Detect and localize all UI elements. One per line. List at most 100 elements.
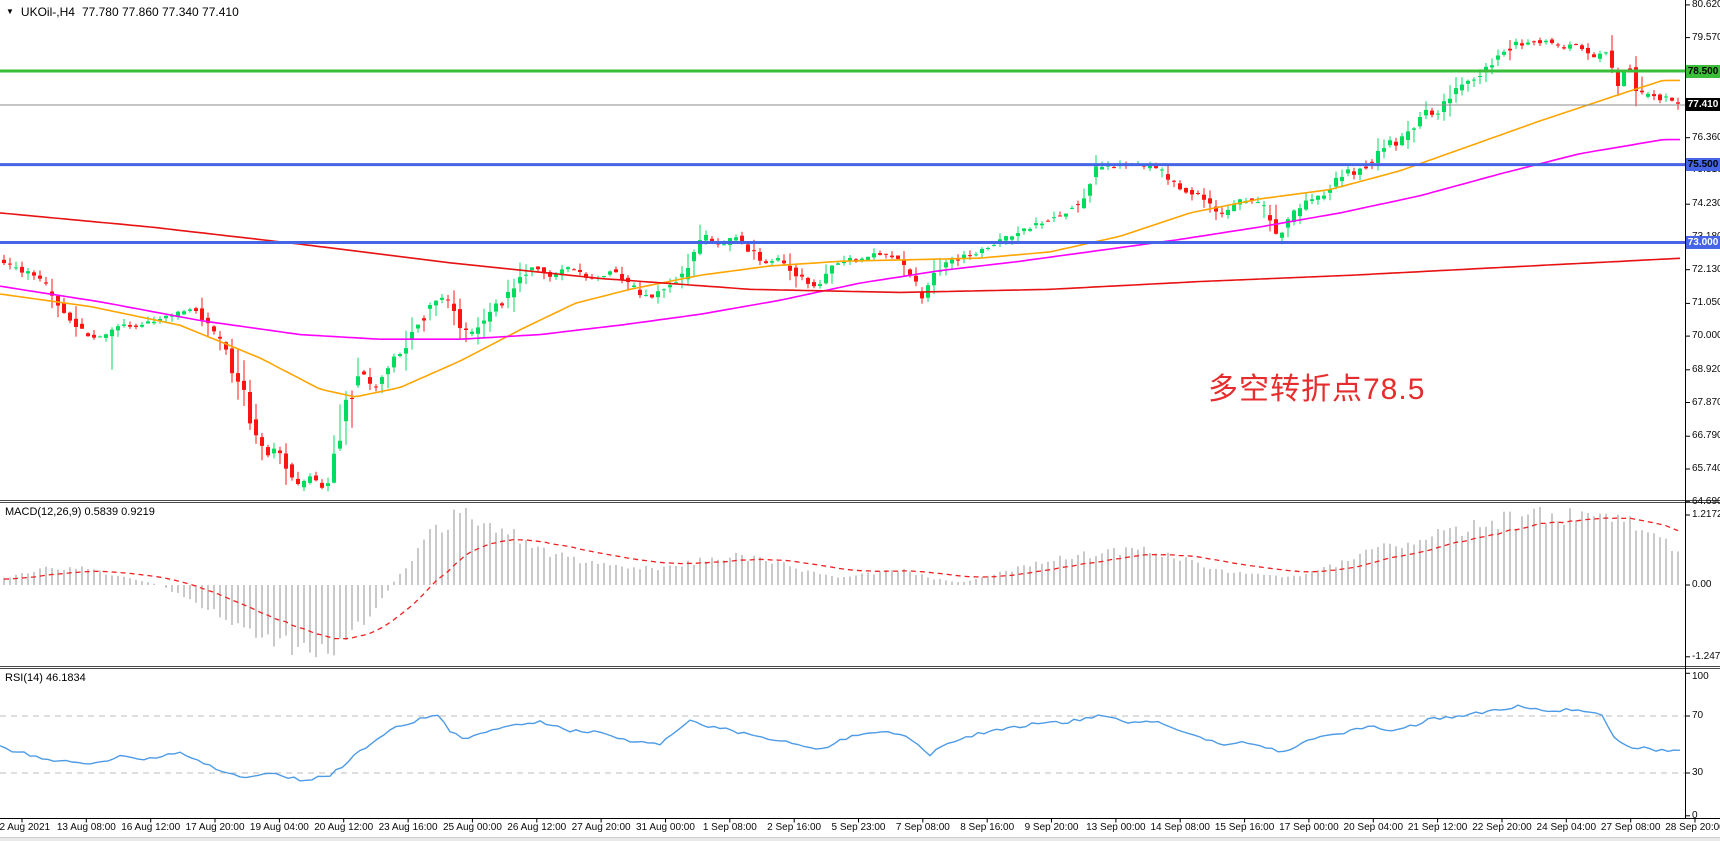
- candle-body: [518, 277, 522, 284]
- time-axis-label: 26 Aug 12:00: [507, 822, 567, 833]
- candle-body: [482, 320, 486, 324]
- candle-body: [8, 263, 12, 265]
- candle-body: [1382, 148, 1386, 152]
- pivot-point-annotation: 多空转折点78.5: [1208, 373, 1426, 406]
- candle-body: [1562, 47, 1566, 49]
- candle-body: [1430, 110, 1434, 115]
- candle-body: [734, 237, 738, 241]
- candle-body: [1472, 79, 1476, 81]
- candle-body: [410, 331, 414, 340]
- time-axis-label: 2 Sep 16:00: [767, 822, 822, 833]
- candle-body: [1544, 40, 1548, 43]
- rsi-value: 46.1834: [45, 672, 86, 684]
- candle-body: [980, 249, 984, 253]
- time-axis-label: 28 Sep 20:00: [1665, 822, 1720, 833]
- candle-body: [704, 234, 708, 241]
- candle-body: [1436, 113, 1440, 115]
- candle-body: [1376, 150, 1380, 163]
- candle-body: [1328, 189, 1332, 193]
- candle-body: [1406, 131, 1410, 140]
- candle-body: [554, 273, 558, 277]
- candle-body: [1364, 166, 1368, 169]
- candle-body: [1388, 140, 1392, 146]
- candle-body: [1574, 44, 1578, 46]
- candles: [2, 35, 1680, 492]
- candle-body: [1442, 101, 1446, 112]
- candle-body: [500, 303, 504, 306]
- macd-tick-label: 1.2172: [1692, 509, 1720, 520]
- candle-body: [896, 255, 900, 259]
- macd-tick-label: 0.00: [1692, 579, 1712, 590]
- ohlc-values: 77.780 77.860 77.340 77.410: [81, 5, 239, 19]
- candle-body: [1100, 167, 1104, 170]
- rsi-tick-label: 0: [1692, 809, 1698, 821]
- time-axis-label: 13 Aug 08:00: [56, 822, 116, 833]
- rsi-panel: [0, 704, 1685, 782]
- candle-body: [1508, 48, 1512, 51]
- candle-body: [128, 325, 132, 327]
- candle-body: [1112, 167, 1116, 169]
- candle-body: [1148, 164, 1152, 169]
- candle-body: [452, 303, 456, 311]
- candle-body: [344, 399, 348, 422]
- price-tick-label: 76.360: [1692, 131, 1720, 143]
- candle-body: [740, 235, 744, 244]
- candle-body: [602, 276, 606, 277]
- price-tick-label: 79.570: [1692, 31, 1720, 43]
- candle-body: [1298, 208, 1302, 217]
- candle-body: [194, 308, 198, 311]
- candle-body: [1490, 65, 1494, 68]
- candle-body: [1598, 53, 1602, 59]
- ma-line-red: [0, 212, 1681, 294]
- candle-body: [494, 303, 498, 312]
- candle-body: [38, 275, 42, 279]
- candle-body: [86, 333, 90, 337]
- candle-body: [74, 318, 78, 327]
- ma-line-orange: [0, 79, 1680, 398]
- rsi-tick-label: 100: [1692, 671, 1709, 682]
- candle-body: [350, 397, 354, 399]
- candle-body: [512, 288, 516, 298]
- macd-indicator-label: MACD(12,26,9) 0.5839 0.9219: [5, 506, 155, 518]
- price-tick-label: 70.000: [1692, 330, 1720, 342]
- candle-body: [812, 282, 816, 287]
- candle-body: [266, 447, 270, 456]
- candle-body: [422, 318, 426, 321]
- candle-body: [26, 271, 30, 274]
- candle-body: [254, 419, 258, 436]
- candle-body: [1550, 39, 1554, 43]
- candle-body: [278, 450, 282, 454]
- candle-body: [446, 299, 450, 301]
- time-axis-label: 17 Aug 20:00: [185, 822, 245, 833]
- candle-body: [614, 269, 618, 273]
- candle-body: [1460, 84, 1464, 91]
- rsi-indicator-label: RSI(14) 46.1834: [5, 672, 86, 684]
- price-tick-label: 66.790: [1692, 430, 1720, 442]
- candle-body: [122, 324, 126, 326]
- candle-body: [572, 269, 576, 271]
- rsi-tick-label: 70: [1692, 710, 1704, 721]
- candle-body: [1292, 210, 1296, 222]
- time-axis-label: 17 Sep 00:00: [1279, 822, 1339, 833]
- time-axis-label: 5 Sep 23:00: [831, 822, 886, 833]
- candle-body: [1316, 195, 1320, 200]
- time-axis-label: 16 Aug 12:00: [121, 822, 181, 833]
- macd-name: MACD(12,26,9): [5, 506, 82, 518]
- symbol-timeframe-label: UKOil-,H4: [20, 5, 75, 19]
- candle-body: [326, 483, 330, 486]
- candle-body: [1346, 169, 1350, 174]
- candle-body: [878, 253, 882, 255]
- candle-body: [956, 259, 960, 261]
- candle-body: [836, 263, 840, 265]
- candle-body: [764, 261, 768, 264]
- horizontal-lines: [0, 69, 1685, 244]
- candle-body: [296, 478, 300, 484]
- candle-body: [536, 266, 540, 270]
- candle-body: [1184, 187, 1188, 193]
- candle-body: [524, 274, 528, 276]
- symbol-dropdown-icon[interactable]: ▼: [6, 7, 14, 16]
- candle-body: [758, 251, 762, 261]
- macd-panel: [3, 507, 1679, 658]
